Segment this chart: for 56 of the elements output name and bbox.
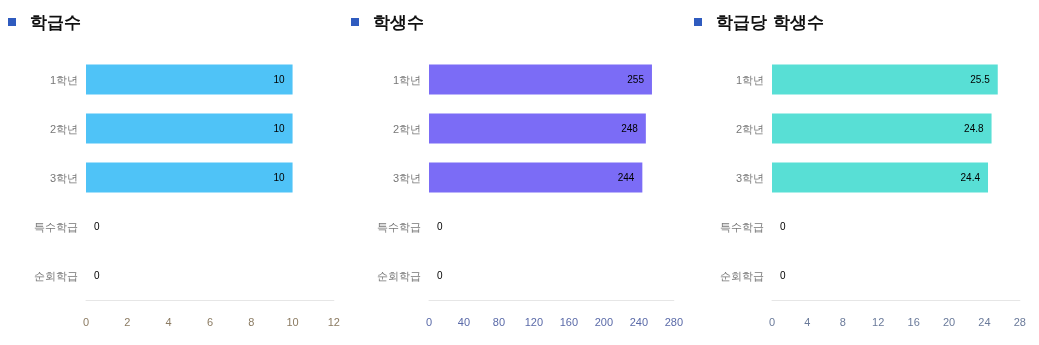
data-label: 10 [273,123,286,134]
x-tick-label: 12 [872,315,885,328]
x-tick-label: 8 [839,315,846,328]
data-label: 244 [617,172,635,183]
data-label: 10 [273,74,286,85]
y-tick-label: 3학년 [49,171,78,184]
x-tick-label: 6 [206,315,213,328]
x-tick-label: 40 [457,315,471,328]
y-tick-label: 특수학급 [720,220,764,233]
x-tick-label: 0 [768,315,776,328]
data-label: 0 [437,270,443,281]
data-label: 24.4 [960,172,981,183]
y-tick-label: 순회학급 [377,269,421,282]
x-tick-label: 8 [248,315,255,328]
y-tick-label: 특수학급 [34,220,78,233]
x-tick-label: 200 [594,315,614,328]
x-tick-label: 12 [327,315,341,328]
y-tick-label: 1학년 [735,73,764,86]
y-tick-label: 순회학급 [34,269,78,282]
data-label: 24.8 [964,123,984,134]
chart-title: 학급수 [30,10,81,34]
chart-title: 학생수 [373,10,424,34]
x-tick-label: 0 [82,315,90,328]
y-tick-label: 2학년 [392,122,421,135]
x-tick-label: 280 [664,315,683,328]
x-tick-label: 28 [1013,315,1027,328]
data-label: 10 [273,172,286,183]
x-tick-label: 0 [425,315,433,328]
data-label: 0 [780,270,786,281]
chart-title: 학급당 학생수 [716,10,824,34]
data-label: 0 [437,221,443,232]
x-tick-label: 4 [804,315,811,328]
x-tick-label: 80 [492,315,506,328]
x-tick-label: 20 [942,315,956,328]
data-label: 0 [94,221,100,232]
y-tick-label: 2학년 [49,122,78,135]
x-tick-label: 120 [524,315,544,328]
y-tick-label: 2학년 [735,122,764,135]
x-tick-label: 160 [559,315,579,328]
x-tick-label: 4 [165,315,172,328]
x-tick-label: 2 [124,315,131,328]
x-tick-label: 16 [907,315,920,328]
y-tick-label: 3학년 [735,171,764,184]
y-tick-label: 특수학급 [377,220,421,233]
y-tick-label: 순회학급 [720,269,764,282]
data-label: 0 [780,221,786,232]
y-tick-label: 1학년 [49,73,78,86]
data-label: 255 [627,74,645,85]
x-tick-label: 24 [978,315,991,328]
data-label: 25.5 [970,74,991,85]
y-tick-label: 1학년 [392,73,421,86]
x-tick-label: 10 [286,315,299,328]
data-label: 0 [94,270,100,281]
x-tick-label: 240 [629,315,649,328]
y-tick-label: 3학년 [392,171,421,184]
data-label: 248 [621,123,639,134]
